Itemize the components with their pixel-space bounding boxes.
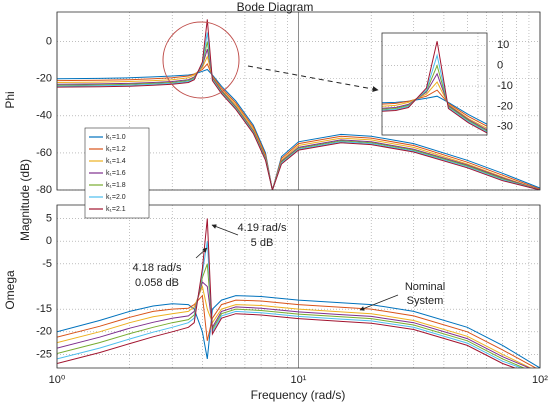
series-line: [57, 281, 531, 368]
annot-arrow: [359, 294, 399, 311]
inset-tick-label: 0: [497, 60, 503, 72]
inset-tick-label: 10: [497, 39, 509, 51]
inset-tick-label: -10: [497, 80, 513, 92]
annotation: 5 dB: [251, 237, 274, 249]
y-axis-label: Magnitude (dB): [18, 159, 32, 241]
annot-arrow: [195, 247, 208, 259]
series-line: [57, 241, 523, 368]
legend-label: k₁=1.8: [106, 182, 126, 189]
legend-label: k₁=1.2: [106, 146, 126, 153]
zoom-circle: [162, 21, 240, 99]
axes-frame: [56, 11, 541, 191]
legend-label: k₁=2.1: [106, 206, 126, 213]
y-tick-label: -80: [36, 184, 52, 196]
annotation: Nominal: [405, 281, 445, 293]
y-tick-label: -20: [36, 326, 52, 338]
series-line: [57, 263, 526, 368]
y-tick-label: 0: [46, 235, 52, 247]
annotation: 0.058 dB: [135, 277, 179, 289]
series-line: [57, 48, 540, 190]
bottom-y-label: Omega: [3, 270, 17, 310]
series-line: [57, 295, 540, 368]
y-tick-label: 0: [46, 36, 52, 48]
inset: 10 0 -10 -20 -30: [381, 32, 513, 136]
y-tick-label: -5: [42, 258, 52, 270]
y-tick-label: -60: [36, 147, 52, 159]
inset-tick-label: -30: [497, 121, 513, 133]
x-tick-label: 10¹: [291, 374, 307, 386]
inset-frame: [381, 32, 488, 136]
x-axis-label: Frequency (rad/s): [251, 388, 346, 402]
legend-label: k₁=1.4: [106, 158, 126, 165]
series-line: [57, 54, 540, 190]
annot-arrow: [211, 224, 239, 236]
series-line: [57, 294, 537, 368]
legend-label: k₁=1.6: [106, 170, 126, 177]
y-tick-label: 5: [46, 212, 52, 224]
legend-label: k₁=2.0: [106, 194, 126, 201]
y-tick-label: -25: [36, 348, 52, 360]
series-line: [57, 32, 540, 190]
y-tick-label: -20: [36, 73, 52, 85]
inset-area: [382, 33, 487, 135]
chart-title: Bode Diagram: [237, 0, 314, 14]
y-tick-label: -15: [36, 303, 52, 315]
annotation: System: [407, 295, 444, 307]
y-tick-label: -40: [36, 110, 52, 122]
series-line: [57, 284, 532, 368]
annotation: 4.18 rad/s: [133, 262, 182, 274]
series-line: [57, 62, 540, 190]
axes-frame: [56, 204, 541, 369]
x-tick-label: 10²: [532, 374, 548, 386]
series-line: [57, 218, 517, 368]
legend-label: k₁=1.0: [106, 134, 126, 141]
inset-tick-label: -20: [497, 100, 513, 112]
x-tick-label: 10⁰: [49, 374, 66, 386]
bottom-plot: 5 0 -5 -15 -20 -25: [36, 204, 541, 369]
legend: k₁=1.0 k₁=1.2 k₁=1.4 k₁=1.6 k₁=1.8 k₁=2.0 k₁=2…: [84, 127, 150, 219]
zoom-arrow: [247, 65, 379, 92]
annotation: 4.19 rad/s: [238, 222, 287, 234]
series-line: [57, 19, 540, 190]
top-y-label: Phi: [3, 91, 17, 108]
series-line: [57, 68, 540, 190]
series-line: [57, 41, 540, 190]
